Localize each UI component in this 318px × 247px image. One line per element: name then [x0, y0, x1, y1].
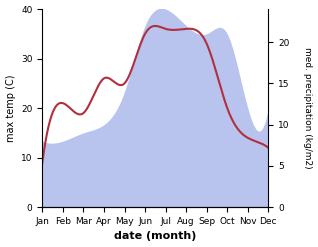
- Y-axis label: med. precipitation (kg/m2): med. precipitation (kg/m2): [303, 47, 313, 169]
- Y-axis label: max temp (C): max temp (C): [5, 74, 16, 142]
- X-axis label: date (month): date (month): [114, 231, 197, 242]
